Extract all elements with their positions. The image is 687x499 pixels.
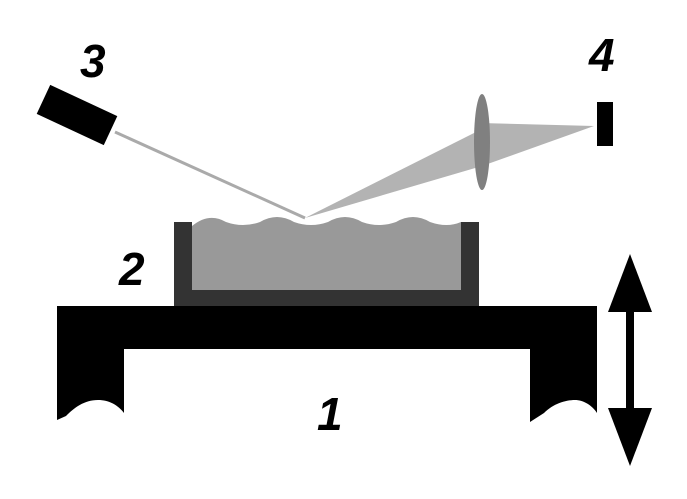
focused-beam: [480, 123, 594, 166]
dish: [174, 222, 479, 306]
label-laser: 3: [80, 35, 106, 87]
label-sample: 2: [118, 243, 145, 295]
reflected-beam: [305, 130, 482, 218]
label-detector: 4: [588, 29, 615, 81]
label-table: 1: [317, 388, 343, 440]
vertical-double-arrow-icon: [608, 254, 652, 466]
laser-source-icon: [36, 84, 118, 146]
photodetector-icon: [597, 102, 613, 146]
convex-lens-icon: [474, 94, 490, 190]
stage-table: [57, 306, 597, 422]
laser-ray: [114, 130, 306, 220]
liquid-surface: [192, 217, 461, 290]
